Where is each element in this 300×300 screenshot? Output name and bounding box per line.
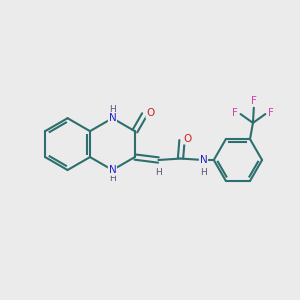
Text: F: F bbox=[268, 108, 274, 118]
Text: N: N bbox=[200, 155, 207, 165]
Text: O: O bbox=[184, 134, 192, 144]
Text: N: N bbox=[109, 113, 116, 123]
Text: H: H bbox=[109, 174, 116, 183]
Text: H: H bbox=[155, 168, 162, 177]
Text: H: H bbox=[200, 168, 207, 177]
Text: F: F bbox=[251, 96, 257, 106]
Text: F: F bbox=[232, 108, 238, 118]
Text: H: H bbox=[109, 105, 116, 114]
Text: N: N bbox=[109, 165, 116, 175]
Text: O: O bbox=[146, 108, 154, 118]
